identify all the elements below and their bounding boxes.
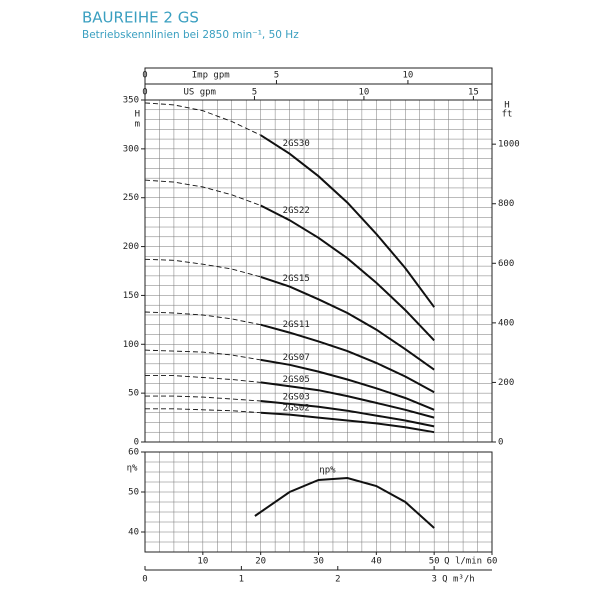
y-axis-unit: m [135, 120, 140, 130]
curve [260, 134, 436, 308]
top-tick-label: 0 [142, 88, 147, 98]
curve [254, 476, 435, 529]
top-tick-label: 10 [359, 88, 370, 98]
y-tick-label: 250 [123, 193, 139, 203]
chart-title: BAUREIHE 2 GS [82, 9, 199, 27]
y2-axis-label: H [504, 101, 509, 111]
y-tick-label: 0 [134, 438, 139, 448]
series-label: ηp% [319, 466, 336, 476]
bottom-tick-label: 0 [142, 575, 147, 585]
top-tick-label: 15 [468, 88, 479, 98]
curve-extension [145, 395, 261, 402]
curve-extension [145, 408, 261, 414]
y-tick-label: 300 [123, 144, 139, 154]
curve-extension [144, 102, 261, 136]
curve [260, 275, 435, 371]
x-tick-label: 60 [487, 557, 498, 567]
y-tick-label: 40 [128, 528, 139, 538]
y-tick-label: 350 [123, 96, 139, 106]
curve [260, 323, 435, 394]
curve [260, 400, 435, 428]
series-label: 2GS22 [283, 206, 310, 216]
x-tick-label: 40 [371, 557, 382, 567]
y-tick-label: 200 [123, 242, 139, 252]
y-tick-label: 60 [128, 448, 139, 458]
curve-extension [145, 375, 261, 383]
x-axis-label: Q l/min [444, 557, 482, 567]
top-tick-label: 5 [252, 88, 257, 98]
x-tick-label: 10 [197, 557, 208, 567]
x-tick-label: 50 [429, 557, 440, 567]
y2-tick-label: 800 [498, 199, 514, 209]
y2-tick-label: 1000 [498, 140, 520, 150]
y-tick-label: 150 [123, 291, 139, 301]
top-tick-label: 10 [402, 71, 413, 81]
top-axis-label: Imp gpm [192, 71, 230, 81]
curve-extension [144, 311, 261, 326]
top-tick-label: 0 [142, 71, 147, 81]
series-label: 2GS05 [283, 375, 310, 385]
series-label: 2GS03 [283, 393, 310, 403]
y2-tick-label: 400 [498, 318, 514, 328]
series-label: 2GS07 [283, 353, 310, 363]
curve [260, 381, 435, 419]
curve-extension [144, 258, 261, 278]
top-axis-label: US gpm [183, 88, 216, 98]
series-label: 2GS15 [283, 274, 310, 284]
y2-tick-label: 600 [498, 259, 514, 269]
bottom-axis-label: Q m³/h [442, 575, 475, 585]
bottom-tick-label: 3 [431, 575, 436, 585]
x-tick-label: 20 [255, 557, 266, 567]
series-label: 2GS11 [283, 320, 310, 330]
y2-axis-unit: ft [502, 110, 513, 120]
y2-tick-label: 200 [498, 378, 514, 388]
bottom-tick-label: 1 [239, 575, 244, 585]
bottom-tick-label: 2 [335, 575, 340, 585]
top-tick-label: 5 [274, 71, 279, 81]
y-tick-label: 100 [123, 340, 139, 350]
chart-subtitle: Betriebskennlinien bei 2850 min⁻¹, 50 Hz [82, 29, 299, 41]
curve-extension [144, 179, 261, 206]
curve [260, 358, 435, 411]
curve-extension [144, 349, 261, 361]
y-axis-label: H [135, 110, 140, 120]
y2-tick-label: 0 [498, 438, 503, 448]
y-tick-label: 50 [128, 389, 139, 399]
curve [260, 411, 435, 434]
x-tick-label: 30 [313, 557, 324, 567]
y-tick-label: 50 [128, 488, 139, 498]
curve [260, 204, 435, 342]
y-axis-label: η% [127, 464, 138, 474]
series-label: 2GS02 [283, 404, 310, 414]
series-label: 2GS30 [283, 139, 310, 149]
